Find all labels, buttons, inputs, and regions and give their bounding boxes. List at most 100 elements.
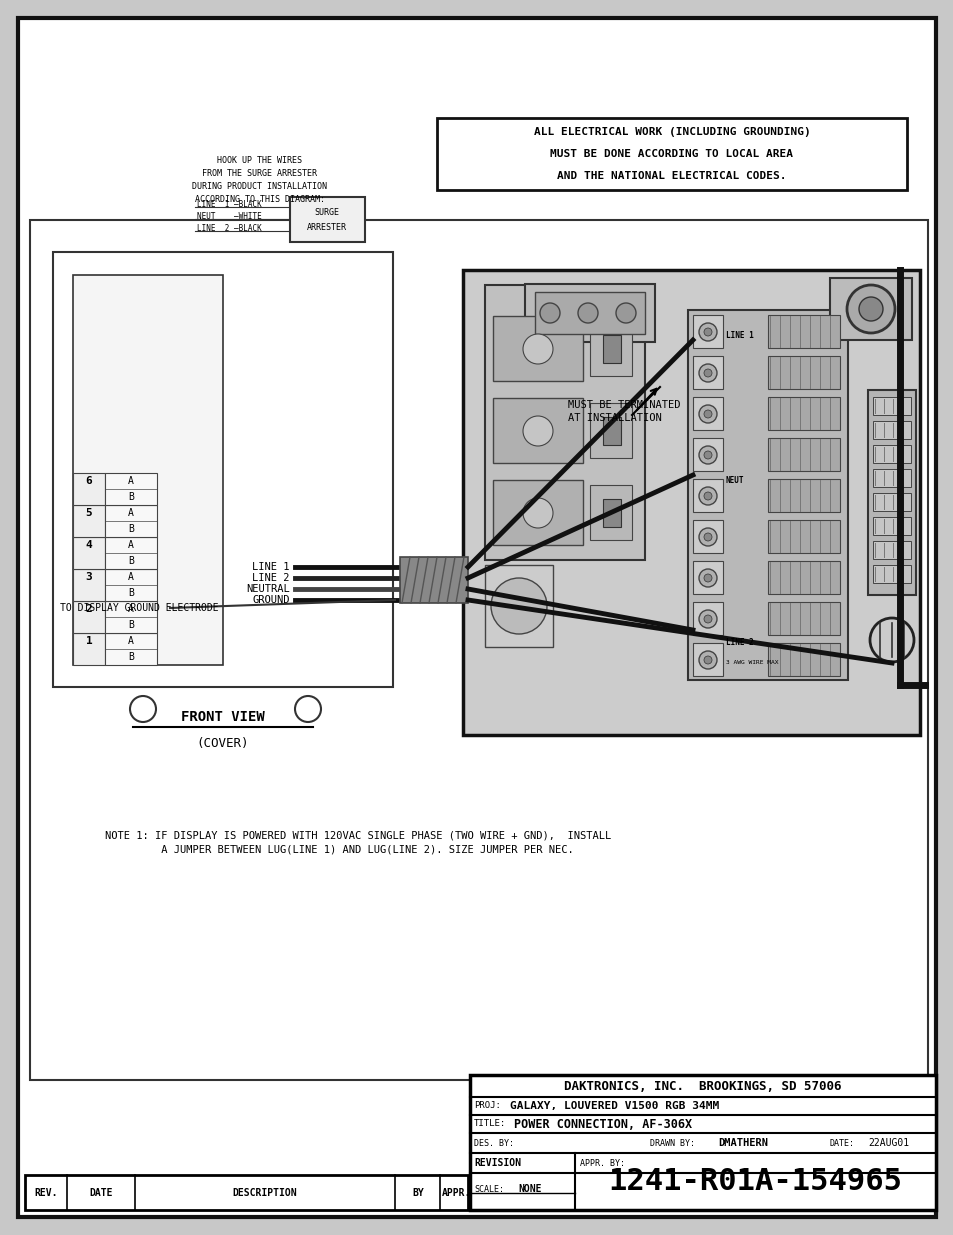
Bar: [462, 270, 919, 735]
Bar: [484, 564, 553, 647]
Circle shape: [858, 296, 882, 321]
Text: NEUT: NEUT: [725, 475, 743, 484]
Bar: [872, 541, 910, 559]
Bar: [692, 601, 722, 635]
Bar: [105, 473, 157, 505]
Text: B: B: [128, 652, 133, 662]
Circle shape: [699, 651, 717, 669]
Circle shape: [522, 333, 553, 364]
Text: A: A: [128, 540, 133, 550]
Text: HOOK UP THE WIRES: HOOK UP THE WIRES: [217, 156, 302, 164]
Text: 1: 1: [86, 636, 92, 646]
Bar: [692, 356, 722, 389]
Text: MUST BE DONE ACCORDING TO LOCAL AREA: MUST BE DONE ACCORDING TO LOCAL AREA: [550, 149, 793, 159]
Bar: [767, 315, 840, 348]
Bar: [872, 564, 910, 583]
Circle shape: [616, 303, 636, 324]
Bar: [73, 275, 223, 664]
Text: NEUT    —WHITE: NEUT —WHITE: [196, 211, 261, 221]
Text: REV.: REV.: [34, 1188, 58, 1198]
Bar: [436, 119, 906, 190]
Text: ACCORDING TO THIS DIAGRAM:: ACCORDING TO THIS DIAGRAM:: [194, 194, 325, 204]
Text: DURING PRODUCT INSTALLATION: DURING PRODUCT INSTALLATION: [193, 182, 327, 190]
Bar: [692, 561, 722, 594]
Text: ARRESTER: ARRESTER: [307, 222, 347, 231]
Circle shape: [699, 364, 717, 382]
Text: 22AUG01: 22AUG01: [867, 1137, 908, 1149]
Bar: [493, 480, 582, 545]
Text: ALL ELECTRICAL WORK (INCLUDING GROUNDING): ALL ELECTRICAL WORK (INCLUDING GROUNDING…: [533, 127, 809, 137]
Text: APPR. BY:: APPR. BY:: [579, 1158, 624, 1167]
Bar: [290, 198, 365, 242]
Bar: [872, 517, 910, 535]
Circle shape: [491, 578, 546, 634]
Bar: [73, 473, 105, 505]
Bar: [105, 569, 157, 601]
Text: 2: 2: [86, 604, 92, 614]
Bar: [602, 417, 620, 445]
Text: 1241-R01A-154965: 1241-R01A-154965: [607, 1167, 901, 1197]
Bar: [399, 557, 468, 603]
Bar: [872, 469, 910, 487]
Circle shape: [703, 329, 711, 336]
Text: 3: 3: [86, 572, 92, 582]
Text: BY: BY: [412, 1188, 423, 1198]
Circle shape: [703, 451, 711, 459]
Bar: [767, 601, 840, 635]
Bar: [767, 479, 840, 513]
Text: POWER CONNECTION, AF-306X: POWER CONNECTION, AF-306X: [514, 1118, 691, 1130]
Text: REVISION: REVISION: [474, 1158, 520, 1168]
Bar: [767, 520, 840, 553]
Text: A JUMPER BETWEEN LUG(LINE 1) AND LUG(LINE 2). SIZE JUMPER PER NEC.: A JUMPER BETWEEN LUG(LINE 1) AND LUG(LIN…: [105, 845, 573, 855]
Bar: [602, 499, 620, 527]
Bar: [30, 220, 927, 1079]
Text: LINE  2 —BLACK: LINE 2 —BLACK: [196, 224, 261, 232]
Text: SURGE: SURGE: [314, 207, 339, 216]
Text: NEUTRAL: NEUTRAL: [246, 584, 290, 594]
Bar: [524, 284, 655, 342]
Circle shape: [703, 534, 711, 541]
Text: TO DISPLAY GROUND ELECTRODE: TO DISPLAY GROUND ELECTRODE: [60, 603, 218, 613]
Circle shape: [522, 416, 553, 446]
Text: DES. BY:: DES. BY:: [474, 1139, 514, 1147]
Text: 4: 4: [86, 540, 92, 550]
Bar: [872, 445, 910, 463]
Text: DAKTRONICS, INC.  BROOKINGS, SD 57006: DAKTRONICS, INC. BROOKINGS, SD 57006: [563, 1079, 841, 1093]
Bar: [73, 569, 105, 601]
Circle shape: [699, 569, 717, 587]
Bar: [535, 291, 644, 333]
Text: B: B: [128, 620, 133, 630]
Text: B: B: [128, 524, 133, 534]
Bar: [692, 643, 722, 676]
Bar: [767, 561, 840, 594]
Bar: [589, 403, 631, 458]
Circle shape: [846, 285, 894, 333]
Text: FROM THE SURGE ARRESTER: FROM THE SURGE ARRESTER: [202, 168, 317, 178]
Text: GROUND: GROUND: [253, 595, 290, 605]
Text: DATE:: DATE:: [829, 1139, 854, 1147]
Bar: [73, 537, 105, 569]
Bar: [25, 1174, 468, 1210]
Bar: [692, 438, 722, 471]
Circle shape: [703, 369, 711, 377]
Circle shape: [703, 656, 711, 664]
Circle shape: [703, 574, 711, 582]
Bar: [829, 278, 911, 340]
Text: A: A: [128, 604, 133, 614]
Bar: [767, 438, 840, 471]
Text: MUST BE TERMINATED: MUST BE TERMINATED: [567, 400, 679, 410]
Circle shape: [699, 405, 717, 424]
Bar: [105, 634, 157, 664]
Bar: [767, 356, 840, 389]
Text: DESCRIPTION: DESCRIPTION: [233, 1188, 297, 1198]
Text: A: A: [128, 475, 133, 487]
Bar: [53, 252, 393, 687]
Text: PROJ:: PROJ:: [474, 1102, 500, 1110]
Text: 5: 5: [86, 508, 92, 517]
Bar: [692, 396, 722, 430]
Text: (COVER): (COVER): [196, 736, 249, 750]
Text: A: A: [128, 508, 133, 517]
Bar: [872, 396, 910, 415]
Text: LINE 2: LINE 2: [253, 573, 290, 583]
Bar: [105, 505, 157, 537]
